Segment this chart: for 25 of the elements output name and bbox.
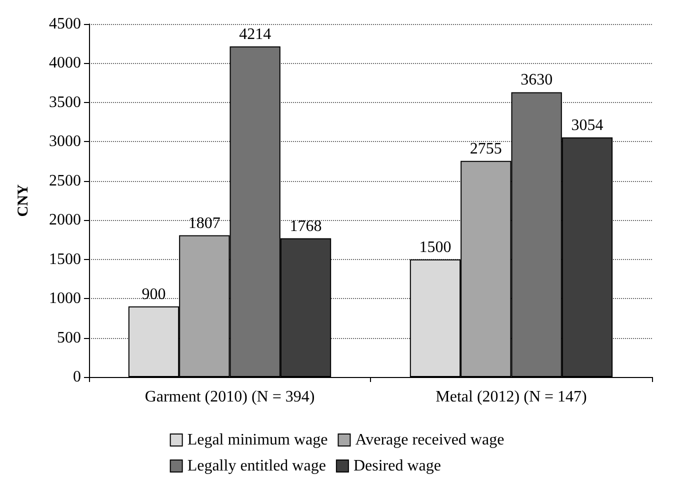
y-tick-label: 2500 <box>49 172 81 190</box>
y-tick-label: 0 <box>73 368 81 386</box>
legend-label: Desired wage <box>353 458 441 474</box>
y-tick-label: 3000 <box>49 133 81 150</box>
y-tick-label: 4500 <box>49 16 81 32</box>
x-tick-label: Metal (2012) (N = 147) <box>436 388 587 406</box>
y-axis-title: CNY <box>16 184 32 217</box>
data-label: 2755 <box>470 140 502 158</box>
data-label: 1807 <box>188 214 220 232</box>
data-label: 1768 <box>290 218 322 235</box>
y-tick-label: 1500 <box>49 250 81 268</box>
data-label: 4214 <box>239 26 272 43</box>
legend-label: Legal minimum wage <box>187 432 328 448</box>
x-tick-label: Garment (2010) (N = 394) <box>144 388 315 406</box>
legend-label: Legally entitled wage <box>187 458 326 474</box>
y-tick-label: 4000 <box>49 54 81 72</box>
y-tick-label: 500 <box>57 329 81 346</box>
data-label: 3054 <box>571 116 604 134</box>
data-label: 1500 <box>419 238 452 256</box>
y-tick-label: 1000 <box>49 290 81 308</box>
legend-label: Average received wage <box>355 432 504 448</box>
y-tick-label: 3500 <box>49 94 81 111</box>
data-label: 900 <box>142 286 166 303</box>
data-label: 3630 <box>520 72 553 89</box>
y-tick-label: 2000 <box>49 212 81 229</box>
